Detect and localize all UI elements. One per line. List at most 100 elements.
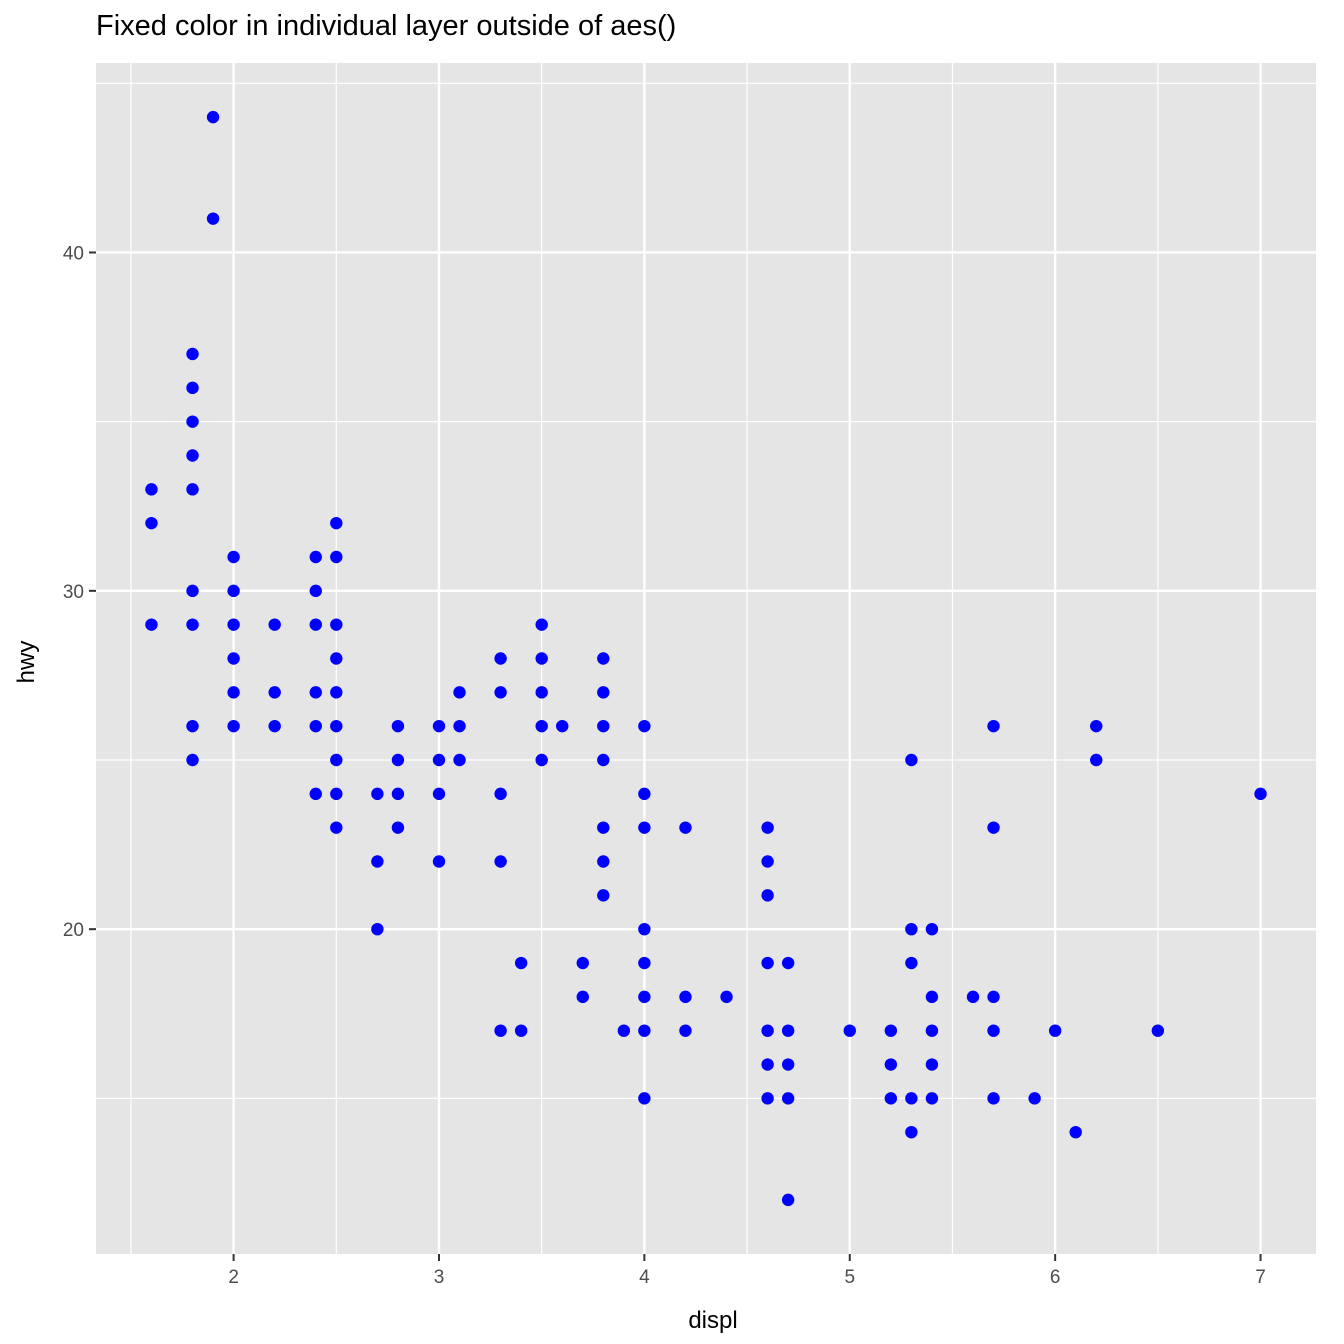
data-point (206, 110, 220, 124)
data-point (535, 753, 548, 767)
data-point (535, 652, 548, 665)
data-point (391, 753, 405, 767)
data-point (761, 855, 774, 868)
data-point (453, 753, 466, 767)
x-tick-label: 7 (1255, 1267, 1266, 1288)
data-point (761, 956, 774, 970)
data-point (884, 1058, 898, 1071)
data-point (761, 1092, 774, 1105)
data-point (925, 922, 939, 936)
data-point (494, 686, 507, 699)
data-point (925, 1092, 939, 1105)
data-point (679, 1024, 692, 1037)
data-point (186, 719, 199, 733)
data-point (761, 1058, 774, 1071)
data-point (186, 584, 199, 598)
data-point (679, 990, 692, 1004)
data-point (330, 753, 343, 767)
data-point (1048, 1024, 1062, 1037)
data-point (186, 753, 199, 767)
data-point (432, 787, 446, 801)
data-point (781, 1058, 795, 1071)
data-point (227, 550, 240, 564)
data-point (227, 719, 240, 733)
data-point (576, 990, 589, 1004)
plot-panel (96, 63, 1316, 1254)
data-point (186, 618, 199, 631)
data-point (905, 956, 918, 970)
data-point (145, 516, 158, 530)
x-tick-label: 5 (844, 1267, 855, 1288)
data-point (330, 821, 343, 834)
data-point (432, 719, 446, 733)
data-point (987, 719, 1000, 733)
data-point (268, 686, 281, 699)
y-tick-label: 20 (63, 920, 84, 941)
x-tick-label: 6 (1050, 1267, 1061, 1288)
data-point (227, 584, 240, 598)
data-point (905, 1092, 918, 1105)
data-point (597, 855, 610, 868)
data-point (1028, 1092, 1041, 1105)
data-point (227, 686, 240, 699)
data-point (309, 618, 322, 631)
data-point (843, 1024, 856, 1037)
data-point (145, 483, 158, 496)
data-point (638, 821, 651, 834)
data-point (227, 652, 240, 665)
data-point (1090, 753, 1103, 767)
data-point (186, 381, 199, 395)
data-point (371, 855, 384, 868)
data-point (494, 855, 507, 868)
data-point (905, 922, 918, 936)
data-point (186, 415, 199, 428)
data-point (679, 821, 692, 834)
data-point (330, 719, 343, 733)
data-point (206, 212, 220, 225)
data-point (330, 787, 343, 801)
data-point (905, 753, 918, 767)
data-point (761, 889, 774, 902)
data-point (309, 584, 322, 598)
data-point (925, 1024, 939, 1037)
y-axis-label: hwy (13, 641, 40, 684)
data-point (781, 956, 795, 970)
data-point (761, 1024, 774, 1037)
data-point (186, 483, 199, 496)
x-tick-label: 4 (639, 1267, 650, 1288)
data-point (638, 719, 651, 733)
data-point (391, 821, 405, 834)
data-point (781, 1092, 795, 1105)
data-point (638, 1024, 651, 1037)
data-point (576, 956, 589, 970)
data-point (987, 990, 1000, 1004)
data-point (905, 1125, 918, 1139)
data-point (1090, 719, 1103, 733)
data-point (720, 990, 733, 1004)
data-point (884, 1024, 898, 1037)
data-point (494, 1024, 507, 1037)
data-point (535, 719, 548, 733)
data-point (330, 550, 343, 564)
data-point (987, 821, 1000, 834)
data-point (186, 449, 199, 462)
data-point (432, 753, 446, 767)
data-point (330, 516, 343, 530)
data-point (987, 1092, 1000, 1105)
data-point (597, 719, 610, 733)
data-point (987, 1024, 1000, 1037)
data-point (453, 719, 466, 733)
data-point (514, 1024, 528, 1037)
data-points (145, 110, 1267, 1207)
data-point (268, 719, 281, 733)
chart-title: Fixed color in individual layer outside … (96, 10, 677, 42)
data-point (145, 618, 158, 631)
data-point (597, 686, 610, 699)
data-point (925, 990, 939, 1004)
data-point (617, 1024, 631, 1037)
data-point (391, 719, 405, 733)
y-tick-label: 30 (63, 582, 84, 603)
data-point (1151, 1024, 1165, 1037)
data-point (268, 618, 281, 631)
data-point (781, 1024, 795, 1037)
